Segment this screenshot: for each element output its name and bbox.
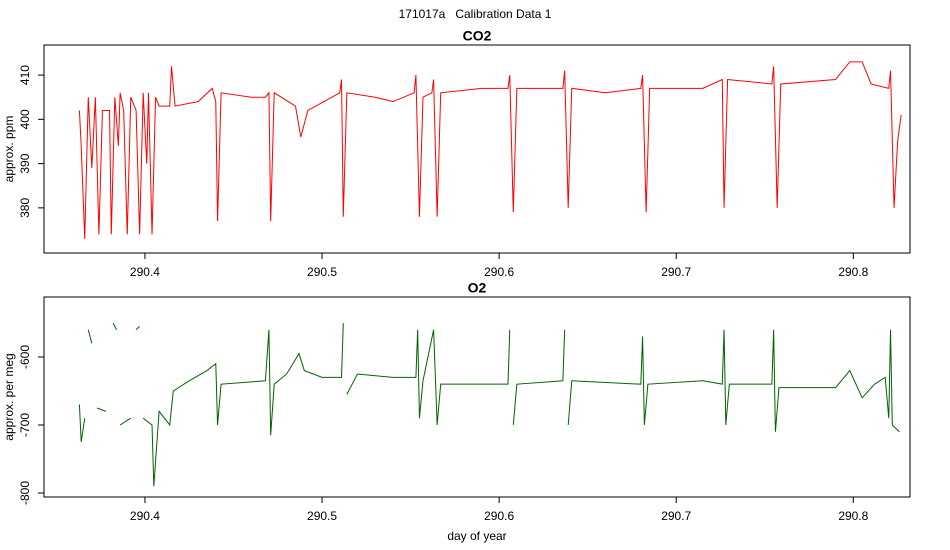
y-axis-label: approx. ppm [2, 116, 16, 183]
x-tick-label: 290.5 [307, 509, 337, 523]
x-tick-label: 290.7 [661, 265, 691, 279]
y-tick-label: 380 [18, 198, 32, 218]
y-tick-label: 410 [18, 65, 32, 85]
page-title: 171017a Calibration Data 1 [399, 7, 552, 21]
y-tick-label: 390 [18, 153, 32, 173]
x-tick-label: 290.6 [484, 265, 514, 279]
plot-frame [43, 296, 911, 498]
panel-title: O2 [468, 280, 487, 296]
x-axis-label: day of year [447, 529, 506, 543]
x-tick-label: 290.5 [307, 265, 337, 279]
data-line [78, 322, 900, 487]
y-tick-label: -600 [18, 345, 32, 369]
x-tick-label: 290.6 [484, 509, 514, 523]
x-tick-label: 290.8 [838, 509, 868, 523]
x-tick-label: 290.7 [661, 509, 691, 523]
x-tick-label: 290.4 [130, 509, 160, 523]
y-axis-label: approx. per meg [2, 353, 16, 440]
y-tick-label: -700 [18, 413, 32, 437]
panel-title: CO2 [463, 28, 492, 44]
x-tick-label: 290.8 [838, 265, 868, 279]
x-tick-label: 290.4 [130, 265, 160, 279]
y-tick-label: 400 [18, 109, 32, 129]
plot-frame [43, 44, 911, 254]
y-tick-label: -800 [18, 481, 32, 505]
data-line [78, 61, 902, 239]
